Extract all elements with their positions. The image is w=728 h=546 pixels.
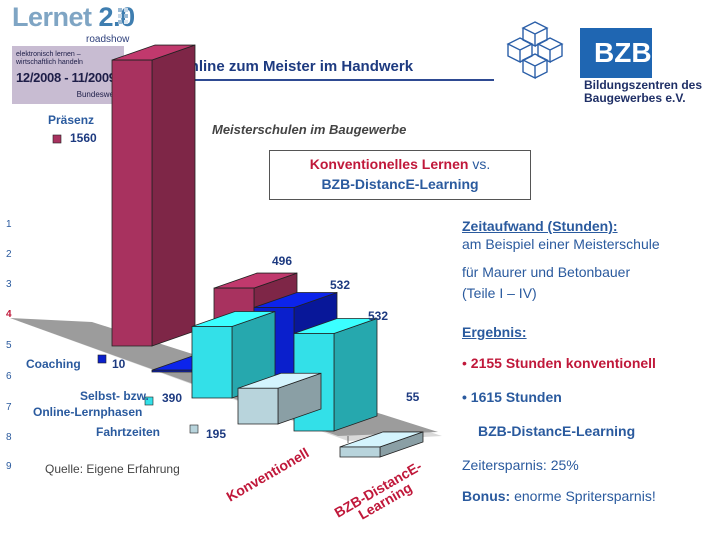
value-label: 532	[368, 309, 388, 323]
value-label: 10	[112, 357, 126, 371]
chart-subtitle: Meisterschulen im Baugewerbe	[212, 122, 407, 137]
bonus-label: Bonus:	[462, 488, 511, 504]
result-bullet-2-text: 1615 Stunden	[470, 389, 562, 405]
bzb-logo-subline: Bildungszentren des Baugewerbes e.V.	[584, 79, 724, 105]
ergebnis-heading: Ergebnis:	[462, 324, 527, 340]
value-label: 390	[162, 391, 182, 405]
comparison-distance: BZB-DistancE-Learning	[321, 176, 479, 192]
comparison-conventional: Konventionelles Lernen	[309, 156, 469, 172]
series-label: Fahrtzeiten	[96, 425, 160, 439]
value-label: 532	[330, 278, 350, 292]
bonus-line: Bonus: enorme Spritersparnis!	[462, 488, 656, 504]
lernet-logo: Lernet 2.0	[12, 2, 135, 33]
slide-indicator-7[interactable]: 7	[6, 402, 12, 413]
banner-line-2: wirtschaftlich handeln	[16, 59, 83, 66]
bullet-dot-1: •	[462, 355, 467, 371]
zeitaufwand-heading: Zeitaufwand (Stunden):	[462, 218, 618, 234]
bar-0-0	[111, 44, 196, 347]
pixel-grid-icon	[118, 8, 128, 24]
value-label: 1560	[70, 131, 97, 145]
title-underline	[178, 79, 494, 81]
value-label: 496	[272, 254, 292, 268]
bar-2-0	[191, 310, 276, 399]
series-label: Coaching	[26, 357, 81, 371]
lernet-logo-text: Lernet	[12, 2, 92, 32]
bzb-subline-1: Bildungszentren des	[584, 78, 703, 92]
series-label: Online-Lernphasen	[33, 405, 142, 419]
legend-marker	[189, 424, 199, 434]
slide-indicator-9[interactable]: 9	[6, 461, 12, 472]
bar-3-1	[339, 431, 424, 458]
page-title: Online zum Meister im Handwerk	[178, 58, 414, 75]
zeitersparnis: Zeitersparnis: 25%	[462, 457, 579, 473]
bzb-logo: BZB	[580, 28, 652, 78]
legend-marker	[97, 354, 107, 364]
slide-indicator-4[interactable]: 4	[6, 309, 12, 320]
cube-lattice-icon	[506, 21, 564, 80]
legend-marker	[52, 134, 62, 144]
zeitaufwand-line-1: am Beispiel einer Meisterschule	[462, 236, 660, 252]
chart-source: Quelle: Eigene Erfahrung	[45, 462, 180, 476]
lernet-logo-version: 2.0	[98, 2, 136, 32]
bullet-dot-2: •	[462, 389, 467, 405]
slide-indicator-5[interactable]: 5	[6, 340, 12, 351]
result-bullet-1: • 2155 Stunden konventionell	[462, 355, 656, 371]
banner-period: 12/2008 - 11/2009	[16, 70, 116, 85]
slide-indicator-6[interactable]: 6	[6, 371, 12, 382]
bonus-text: enorme Spritersparnis!	[510, 488, 656, 504]
slide-indicator-8[interactable]: 8	[6, 432, 12, 443]
roadshow-label: roadshow	[86, 34, 130, 45]
slide-indicator-1[interactable]: 1	[6, 219, 12, 230]
series-label: Präsenz	[48, 113, 94, 127]
bar-3-0	[237, 372, 322, 425]
comparison-vs: vs.	[468, 156, 491, 172]
slide-indicator-3[interactable]: 3	[6, 279, 12, 290]
result-bullet-2-cont: BZB-DistancE-Learning	[478, 423, 636, 439]
series-label: Selbst- bzw.	[80, 389, 149, 403]
slide-indicator-2[interactable]: 2	[6, 249, 12, 260]
result-bullet-2: • 1615 Stunden	[462, 389, 562, 405]
banner-region: Bundesweit	[76, 90, 118, 99]
comparison-box: Konventionelles Lernen vs. BZB-DistancE-…	[269, 150, 531, 200]
roadshow-banner: elektronisch lernen – wirtschaftlich han…	[12, 46, 124, 104]
legend-marker	[144, 396, 154, 406]
bzb-subline-2: Baugewerbes e.V.	[584, 91, 686, 105]
result-bullet-1-text: 2155 Stunden konventionell	[470, 355, 656, 371]
value-label: 55	[406, 390, 420, 404]
banner-line-1: elektronisch lernen –	[16, 51, 81, 58]
category-label: Konventionell	[224, 444, 312, 504]
zeitaufwand-line-2: für Maurer und Betonbauer	[462, 264, 631, 280]
value-label: 195	[206, 427, 226, 441]
zeitaufwand-line-3: (Teile I – IV)	[462, 285, 537, 301]
